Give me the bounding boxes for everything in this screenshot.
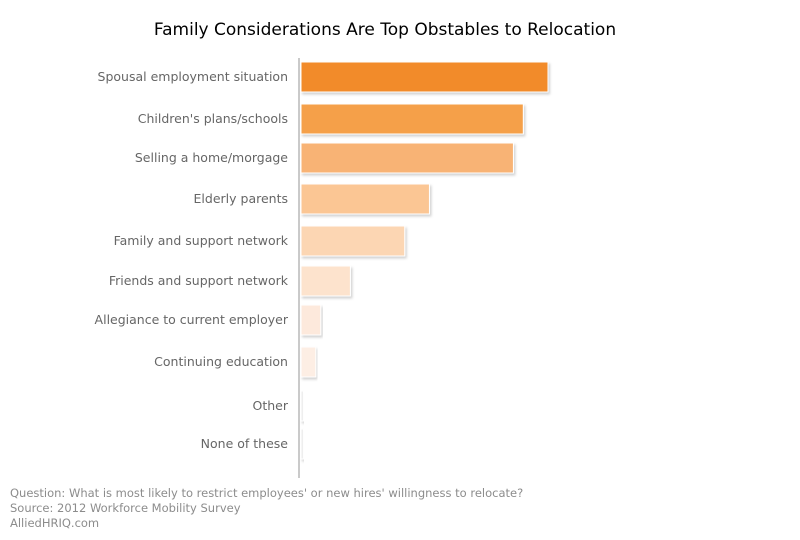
category-label-2: Selling a home/morgage — [135, 150, 288, 165]
category-label-1: Children's plans/schools — [138, 111, 288, 126]
bar-0 — [300, 61, 549, 93]
category-label-5: Friends and support network — [109, 273, 289, 288]
chart-footer: Question: What is most likely to restric… — [10, 486, 523, 531]
bar-7 — [300, 346, 317, 378]
bar-3 — [300, 183, 430, 215]
source-note: Source: 2012 Workforce Mobility Survey — [10, 501, 241, 515]
bar-9 — [300, 428, 304, 460]
bar-2 — [300, 142, 514, 174]
survey-question: Question: What is most likely to restric… — [10, 486, 524, 500]
credit-note: AlliedHRIQ.com — [10, 516, 100, 530]
category-labels-group: Spousal employment situation Children's p… — [95, 69, 289, 451]
bar-5 — [300, 265, 351, 297]
bar-4 — [300, 225, 406, 257]
category-label-3: Elderly parents — [194, 191, 288, 206]
bar-chart: Spousal employment situation Children's p… — [95, 58, 549, 478]
category-label-9: None of these — [201, 436, 289, 451]
category-label-4: Family and support network — [114, 233, 289, 248]
bar-8 — [300, 390, 304, 422]
bars-group — [300, 61, 549, 460]
category-label-8: Other — [253, 398, 289, 413]
bar-6 — [300, 304, 322, 336]
category-label-0: Spousal employment situation — [98, 69, 288, 84]
category-label-6: Allegiance to current employer — [95, 312, 289, 327]
bar-1 — [300, 103, 524, 135]
category-label-7: Continuing education — [154, 354, 288, 369]
chart-title: Family Considerations Are Top Obstables … — [153, 20, 617, 40]
